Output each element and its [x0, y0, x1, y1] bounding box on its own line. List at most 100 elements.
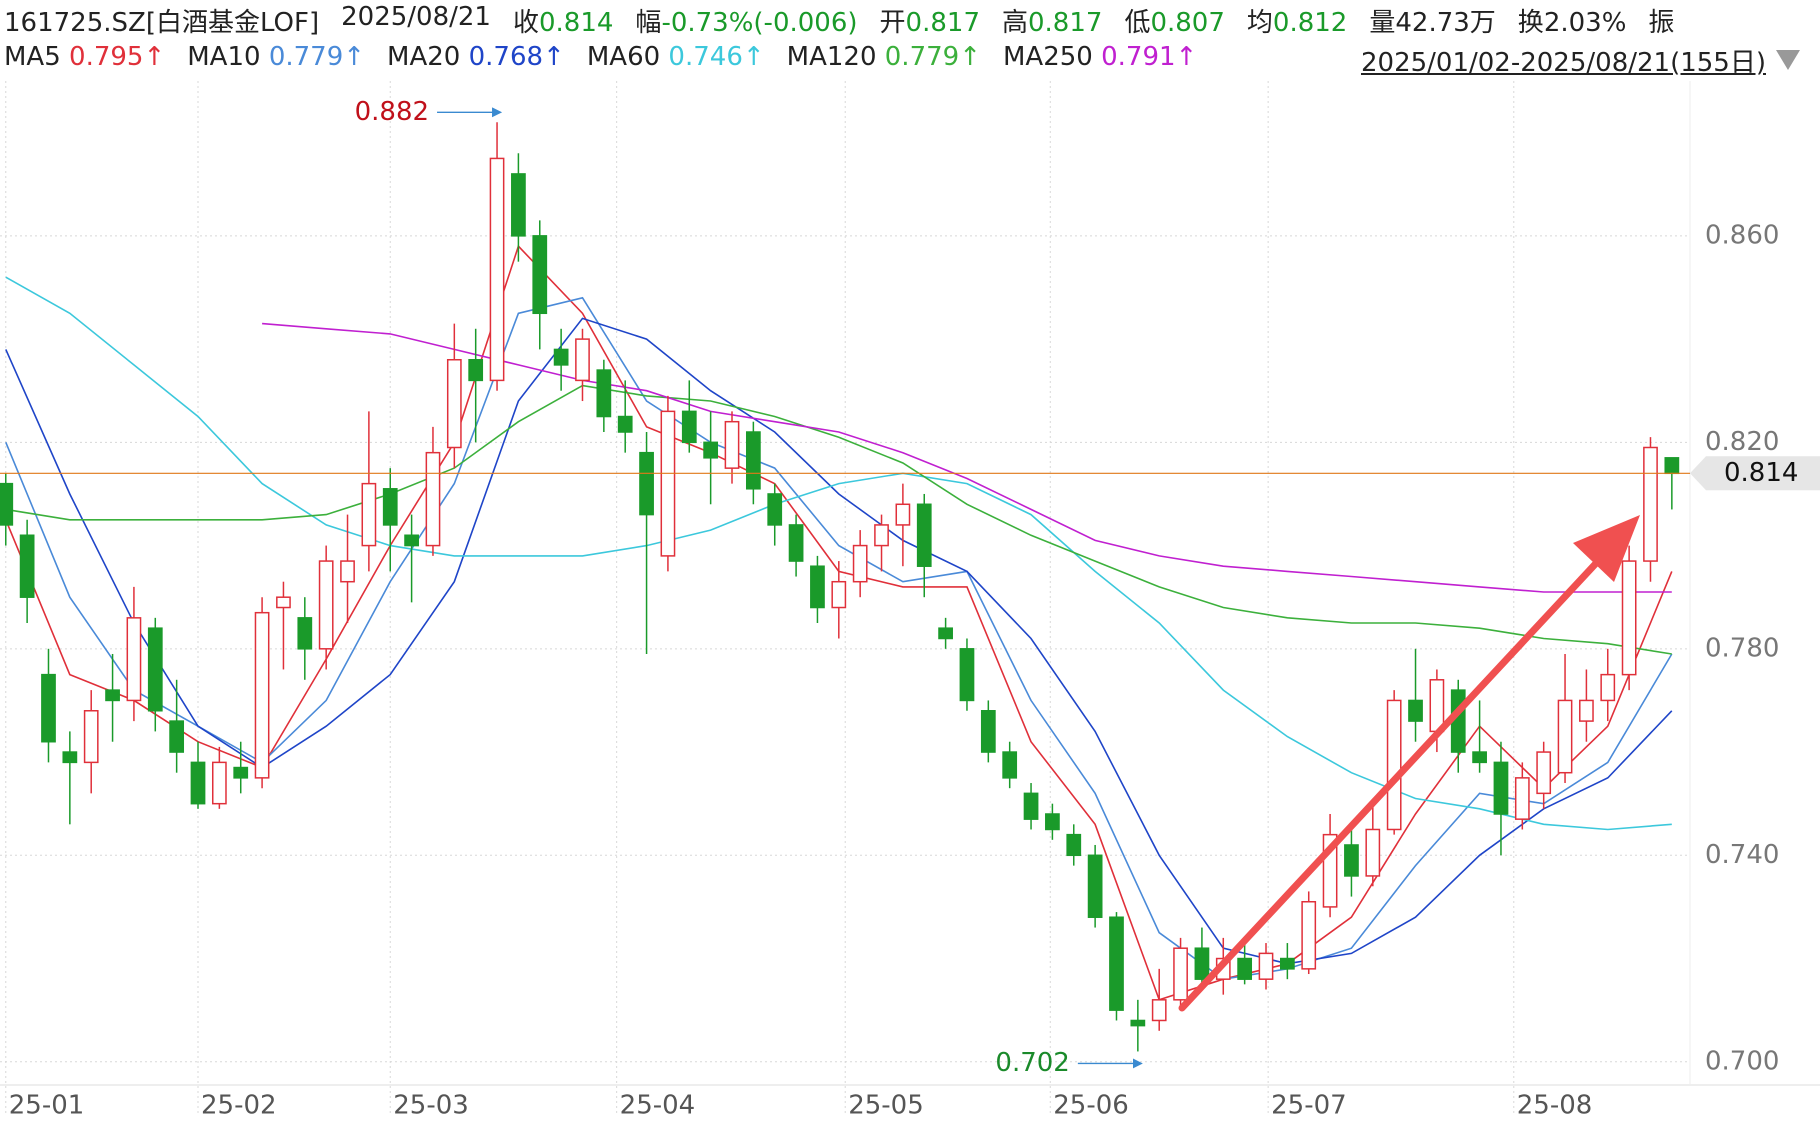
candle-body	[703, 441, 719, 459]
x-tick-label: 25-02	[201, 1091, 277, 1121]
candle-body	[1237, 957, 1253, 980]
quote-label: 收	[512, 8, 539, 38]
header: 161725.SZ[白酒基金LOF] 2025/08/21 收0.814 幅-0.…	[4, 0, 1816, 80]
candle-body	[1066, 833, 1082, 857]
x-tick-label: 25-07	[1271, 1091, 1347, 1121]
candle-body	[1579, 699, 1594, 722]
quote-value: 0.817	[1028, 8, 1103, 38]
quote-value: -0.73%(-0.006)	[661, 8, 858, 38]
candle-body	[724, 420, 740, 469]
candle-body	[767, 493, 783, 526]
quote-date: 2025/08/21	[341, 2, 491, 32]
candle-body	[1536, 751, 1552, 795]
quote-field: 开0.817	[880, 2, 980, 39]
candle-body	[0, 482, 14, 526]
last-price-label: 0.814	[1724, 458, 1798, 488]
candle-body	[938, 627, 953, 640]
candle-body	[1301, 901, 1317, 970]
x-tick-label: 25-04	[620, 1091, 696, 1121]
candle-body	[126, 617, 142, 702]
candle-body	[1045, 813, 1060, 831]
candle-body	[468, 358, 484, 382]
candle-body	[553, 348, 569, 366]
candle-body	[916, 503, 932, 567]
candle-body	[1002, 751, 1018, 779]
candle-body	[681, 410, 697, 444]
candle-body	[297, 617, 313, 650]
x-tick-label: 25-06	[1053, 1091, 1129, 1121]
ma-line	[5, 296, 1673, 981]
candle-body	[596, 369, 612, 418]
quote-field: 低0.807	[1124, 2, 1224, 39]
candle-body	[1472, 751, 1487, 764]
low-annotation: 0.702	[995, 1048, 1069, 1078]
y-tick-label: 0.700	[1705, 1046, 1779, 1076]
candle-body	[575, 338, 590, 382]
ma-line	[5, 317, 1673, 965]
candle-body	[1643, 446, 1658, 562]
quote-field: 量42.73万	[1369, 2, 1495, 39]
y-tick-label: 0.820	[1705, 427, 1779, 457]
quote-value: 0.807	[1150, 8, 1225, 38]
candle-body	[1621, 560, 1637, 676]
candle-body	[190, 761, 206, 805]
candle-body	[425, 451, 441, 547]
candle-body	[617, 415, 633, 433]
candle-body	[169, 720, 185, 753]
x-tick-label: 25-01	[9, 1091, 85, 1121]
ma-legend: MA5 0.795↑ MA10 0.779↑ MA20 0.768↑ MA60 0.7…	[4, 42, 1197, 72]
candle-body	[810, 565, 825, 609]
candle-body	[318, 560, 334, 650]
high-annotation: 0.882	[355, 97, 429, 127]
y-tick-label: 0.860	[1705, 220, 1779, 250]
x-tick-label: 25-08	[1517, 1091, 1593, 1121]
legend-name: MA60	[586, 42, 661, 72]
legend-name: MA250	[1002, 42, 1093, 72]
candle-body	[1600, 673, 1616, 702]
candle-body	[147, 627, 163, 712]
candle-body	[254, 611, 270, 779]
candle-body	[1279, 957, 1295, 970]
legend-name: MA5	[4, 42, 61, 72]
ma-line	[5, 384, 1672, 655]
x-tick-label: 25-03	[393, 1091, 469, 1121]
date-range[interactable]: 2025/01/02-2025/08/21(155日)	[1360, 48, 1766, 78]
candle-body	[105, 689, 120, 702]
candle-body	[532, 235, 548, 315]
quote-row: 161725.SZ[白酒基金LOF] 2025/08/21 收0.814 幅-0.…	[4, 2, 1674, 39]
candle-body	[660, 410, 676, 557]
candle-body	[511, 173, 526, 237]
candle-body	[382, 488, 398, 526]
last-price-box	[1690, 456, 1820, 491]
legend-entry: MA250 0.791↑	[1003, 42, 1197, 72]
candle-body	[446, 358, 462, 449]
candle-body	[1493, 761, 1509, 815]
quote-label: 均	[1246, 8, 1273, 38]
candle-body	[852, 544, 868, 583]
quote-field: 均0.812	[1247, 2, 1347, 39]
candle-body	[788, 524, 804, 562]
quote-label: 开	[879, 8, 906, 38]
x-tick-label: 25-05	[848, 1091, 924, 1121]
candle-body	[1130, 1019, 1146, 1027]
candle-body	[874, 524, 889, 547]
candle-body	[895, 503, 911, 526]
candle-body	[980, 710, 996, 753]
candle-body	[1408, 699, 1423, 722]
candle-body	[276, 596, 291, 609]
quote-value: 0.814	[538, 8, 614, 38]
range-dropdown[interactable]	[1776, 50, 1800, 70]
legend-entry: MA120 0.779↑	[787, 42, 981, 72]
quote-field: 收0.814	[513, 2, 613, 39]
legend-name: MA20	[387, 42, 461, 72]
candle-body	[83, 710, 99, 764]
legend-value: 0.768↑	[468, 42, 565, 72]
candle-body	[211, 761, 227, 805]
legend-value: 0.746↑	[668, 42, 765, 72]
candle-body	[1151, 999, 1167, 1022]
trend-arrow-shaft	[1178, 555, 1604, 1012]
y-tick-label: 0.780	[1705, 633, 1779, 663]
quote-value: 42.73万	[1395, 8, 1496, 38]
